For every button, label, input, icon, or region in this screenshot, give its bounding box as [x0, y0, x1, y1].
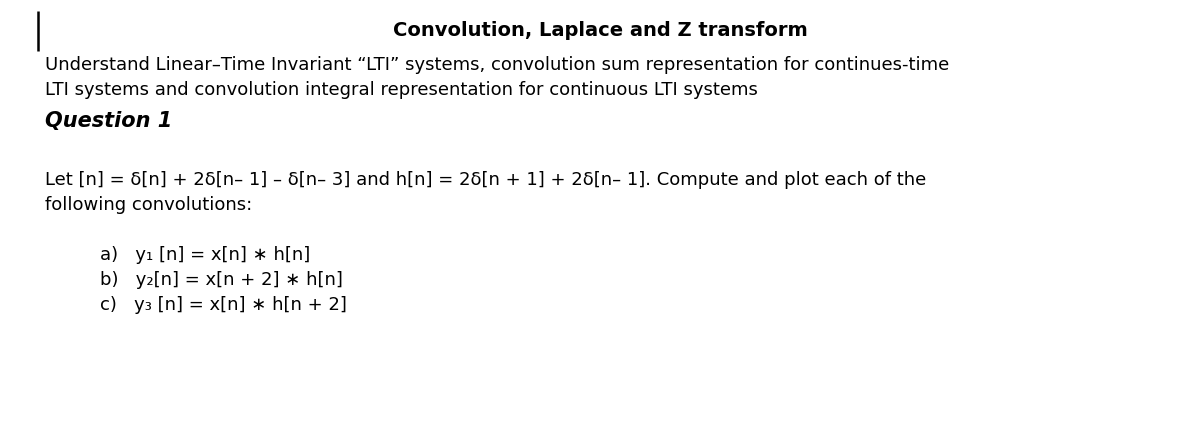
Text: Question 1: Question 1: [46, 111, 173, 131]
Text: c)   y₃ [n] = x[n] ∗ h[n + 2]: c) y₃ [n] = x[n] ∗ h[n + 2]: [100, 296, 347, 314]
Text: a)   y₁ [n] = x[n] ∗ h[n]: a) y₁ [n] = x[n] ∗ h[n]: [100, 246, 311, 264]
Text: Let [n] = δ[n] + 2δ[n– 1] – δ[n– 3] and h[n] = 2δ[n + 1] + 2δ[n– 1]. Compute and: Let [n] = δ[n] + 2δ[n– 1] – δ[n– 3] and …: [46, 171, 926, 189]
Text: b)   y₂[n] = x[n + 2] ∗ h[n]: b) y₂[n] = x[n + 2] ∗ h[n]: [100, 271, 343, 289]
Text: Convolution, Laplace and Z transform: Convolution, Laplace and Z transform: [392, 21, 808, 40]
Text: Understand Linear–Time Invariant “LTI” systems, convolution sum representation f: Understand Linear–Time Invariant “LTI” s…: [46, 56, 949, 74]
Text: following convolutions:: following convolutions:: [46, 196, 252, 214]
Text: LTI systems and convolution integral representation for continuous LTI systems: LTI systems and convolution integral rep…: [46, 81, 758, 99]
